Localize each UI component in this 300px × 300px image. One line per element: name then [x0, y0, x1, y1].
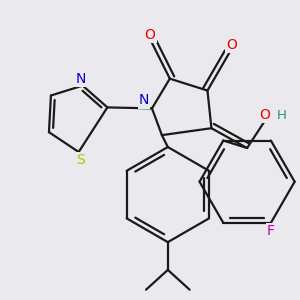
Text: O: O	[226, 38, 237, 52]
Text: O: O	[260, 108, 270, 122]
Text: N: N	[76, 72, 86, 86]
Text: O: O	[145, 28, 155, 42]
Text: N: N	[139, 94, 149, 107]
Text: H: H	[277, 109, 287, 122]
Text: S: S	[76, 153, 85, 167]
Text: F: F	[267, 224, 275, 238]
